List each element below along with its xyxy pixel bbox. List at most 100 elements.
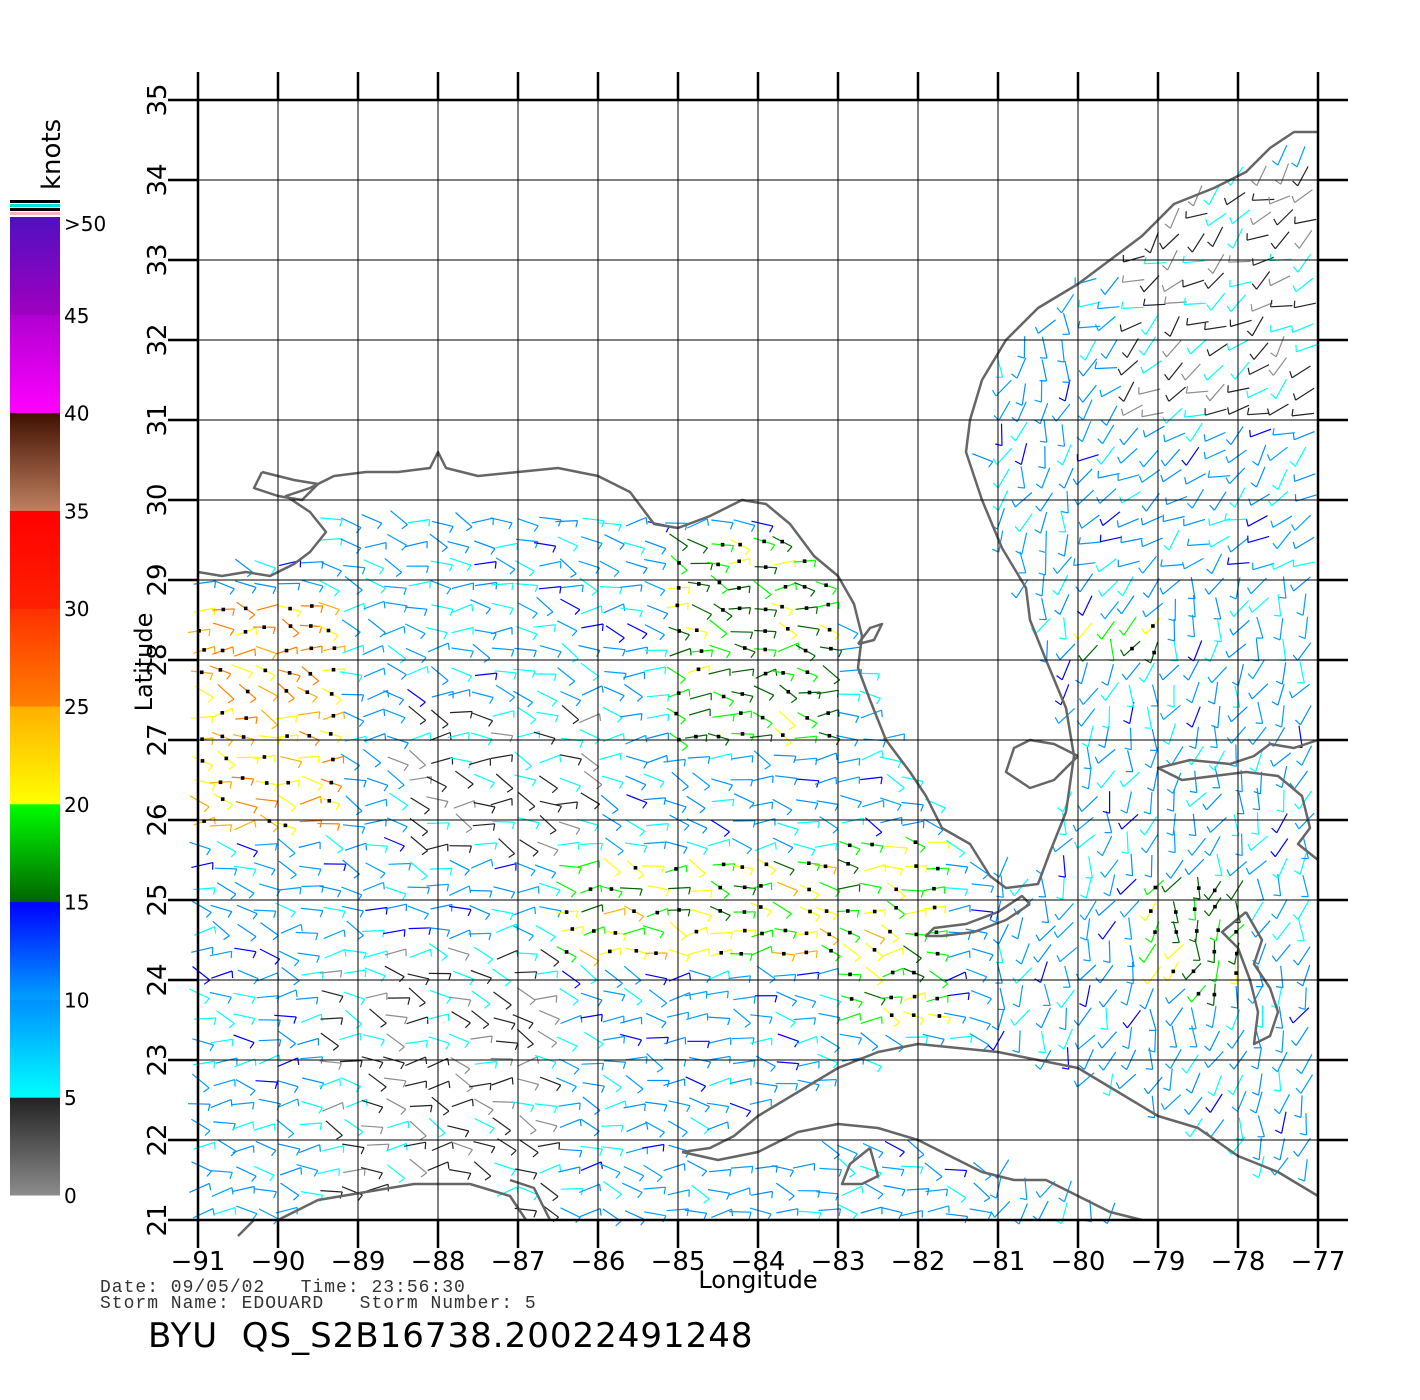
wind-barb-tick xyxy=(601,685,604,693)
wind-vector xyxy=(193,887,216,891)
wind-vector xyxy=(837,776,860,783)
wind-barb-tick xyxy=(1181,459,1187,466)
wind-barb-tick xyxy=(274,1081,278,1089)
wind-barb-tick xyxy=(1058,1197,1065,1203)
wind-vector xyxy=(643,666,666,672)
wind-barb-tick xyxy=(231,1187,234,1195)
wind-barb-tick xyxy=(730,932,733,940)
wind-vector xyxy=(731,755,753,760)
wind-barb-tick xyxy=(1014,525,1020,532)
wind-vector xyxy=(1107,663,1114,686)
wind-vector xyxy=(235,801,258,808)
wind-vector xyxy=(514,1168,537,1174)
wind-barb-tick xyxy=(1167,638,1175,642)
wind-vector xyxy=(346,920,364,936)
rain-flag-dot xyxy=(329,692,334,696)
wind-barb-tick xyxy=(528,935,534,942)
wind-barb-tick xyxy=(1235,1138,1243,1141)
rain-flag-dot xyxy=(1195,929,1199,933)
wind-barb-tick xyxy=(769,525,774,533)
wind-vector xyxy=(1257,444,1267,466)
wind-barb-tick xyxy=(1163,952,1169,960)
wind-barb-tick xyxy=(1228,255,1231,263)
wind-vector xyxy=(1108,1073,1114,1096)
wind-vector xyxy=(1013,1009,1031,1026)
wind-vector xyxy=(1017,917,1024,940)
wind-vector xyxy=(997,1008,1005,1031)
wind-barb-tick xyxy=(249,698,257,704)
wind-vector xyxy=(297,952,320,957)
wind-barb-tick xyxy=(1142,592,1149,599)
wind-vector xyxy=(1230,537,1249,553)
wind-vector xyxy=(840,795,862,803)
wind-barb-tick xyxy=(1035,934,1041,942)
wind-vector xyxy=(512,1014,534,1024)
rain-flag-dot xyxy=(827,734,832,738)
wind-vector xyxy=(517,602,538,614)
wind-vector xyxy=(1122,576,1134,597)
rain-flag-dot xyxy=(220,797,225,801)
wind-barb-tick xyxy=(466,1087,473,1093)
wind-barb-tick xyxy=(601,1063,605,1071)
wind-barb-tick xyxy=(920,804,924,812)
wind-barb-tick xyxy=(664,666,667,675)
wind-barb-tick xyxy=(1119,780,1124,788)
wind-barb-tick xyxy=(1249,1108,1257,1114)
wind-vector xyxy=(1106,405,1118,426)
x-tick-labels: −91 −90 −89 −88 −87 −86 −85 −84 −83 −82 −81 −80 −79−… xyxy=(171,1247,1346,1277)
wind-vector xyxy=(579,1208,601,1218)
wind-vector xyxy=(1058,903,1074,921)
wind-barb-tick xyxy=(1081,742,1089,748)
wind-vector xyxy=(1138,388,1161,395)
wind-barb-tick xyxy=(726,991,729,999)
wind-barb-tick xyxy=(1229,502,1236,508)
wind-vector xyxy=(235,1079,256,1092)
rain-flag-dot xyxy=(328,732,333,736)
wind-vector xyxy=(1191,614,1195,637)
wind-barb-tick xyxy=(316,955,320,963)
wind-barb-tick xyxy=(1143,811,1151,815)
wind-vector xyxy=(232,1121,254,1130)
wind-barb-tick xyxy=(744,1022,751,1028)
wind-barb-tick xyxy=(1117,456,1122,464)
wind-vector xyxy=(710,819,730,833)
rain-flag-dot xyxy=(848,930,852,935)
wind-barb-tick xyxy=(853,633,859,640)
wind-barb-tick xyxy=(423,808,430,815)
wind-vector xyxy=(473,1141,495,1148)
wind-vector xyxy=(820,1035,840,1049)
wind-barb-tick xyxy=(1118,822,1123,830)
rain-flag-dot xyxy=(803,648,808,653)
wind-barb-tick xyxy=(1099,389,1103,397)
wind-barb-tick xyxy=(1160,1103,1166,1110)
wind-vector xyxy=(1234,361,1250,380)
rain-flag-dot xyxy=(218,780,223,785)
wind-barb-tick xyxy=(1057,552,1065,557)
rain-flag-dot xyxy=(332,646,337,650)
wind-vector xyxy=(469,1082,491,1088)
rain-flag-dot xyxy=(288,606,292,611)
wind-vector xyxy=(1251,683,1269,700)
wind-vector xyxy=(1272,515,1293,528)
wind-vector xyxy=(1187,660,1200,681)
wind-barb-tick xyxy=(277,1019,281,1027)
wind-vector xyxy=(383,625,405,636)
wind-vector xyxy=(1302,875,1309,897)
wind-vector xyxy=(362,748,382,764)
wind-vector xyxy=(1234,487,1246,508)
wind-barb-tick xyxy=(1298,635,1306,640)
wind-vector xyxy=(1040,511,1048,534)
wind-barb-tick xyxy=(319,1122,323,1131)
wind-vector xyxy=(1104,725,1110,748)
wind-barb-tick xyxy=(425,1040,428,1048)
rain-flag-dot xyxy=(307,734,312,738)
wind-barb-tick xyxy=(617,850,624,856)
wind-vector xyxy=(1184,413,1207,418)
wind-vector xyxy=(1170,746,1184,766)
wind-vector xyxy=(430,560,453,566)
wind-barb-tick xyxy=(723,893,730,899)
wind-vector xyxy=(538,1010,560,1020)
wind-vector xyxy=(1154,1030,1157,1053)
wind-vector xyxy=(1195,726,1199,749)
rain-flag-dot xyxy=(824,909,829,913)
